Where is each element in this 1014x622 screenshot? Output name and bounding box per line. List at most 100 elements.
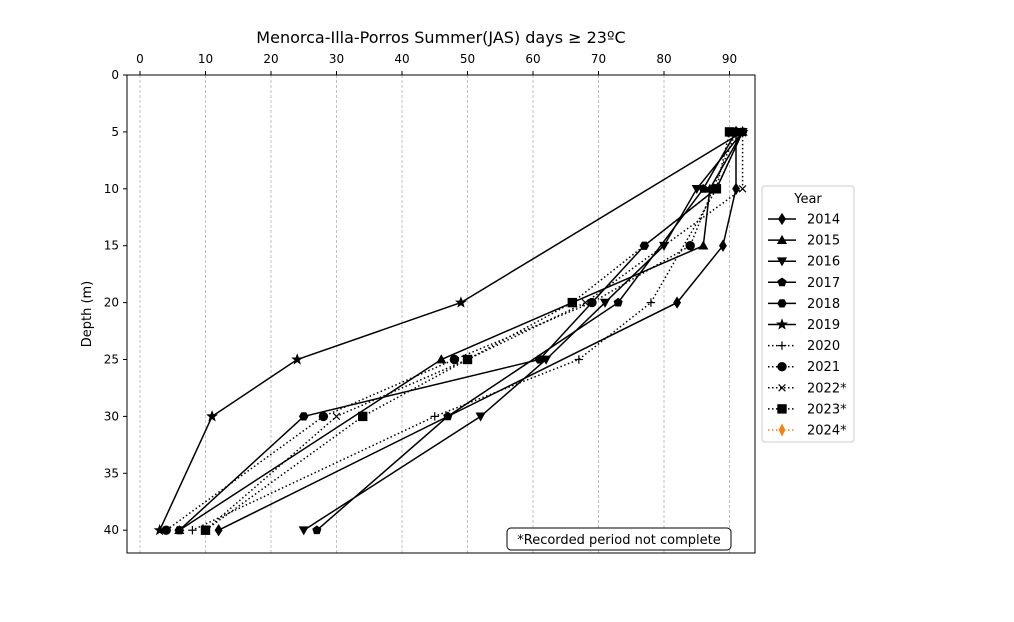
legend-item-2020: 2020 xyxy=(768,339,840,354)
legend-label-2016: 2016 xyxy=(807,255,840,270)
legend-marker-2022 xyxy=(778,384,786,392)
point-2014-2 xyxy=(718,239,727,252)
legend-label-2022: 2022* xyxy=(807,381,847,396)
point-2016-5 xyxy=(475,412,486,422)
legend-marker-2017 xyxy=(777,277,787,287)
point-2023-5 xyxy=(200,525,211,535)
legend-item-2021: 2021 xyxy=(768,360,840,375)
legend-label-2018: 2018 xyxy=(807,297,840,312)
point-2018-2 xyxy=(639,241,650,250)
point-2021-4 xyxy=(318,411,329,422)
x-tick-label-30: 30 xyxy=(329,52,344,66)
legend-marker-2020 xyxy=(777,341,787,350)
annotation-text: *Recorded period not complete xyxy=(517,533,721,548)
legend-marker-2021 xyxy=(777,362,787,372)
legend-item-2018: 2018 xyxy=(768,297,840,312)
point-2017-3 xyxy=(443,411,453,421)
point-2021-1 xyxy=(685,241,695,251)
x-tick-label-50: 50 xyxy=(460,52,475,66)
annotation-frame xyxy=(506,527,732,551)
chart-title: Menorca-Illa-Porros Summer(JAS) days ≥ 2… xyxy=(256,28,625,47)
point-2021-2 xyxy=(587,297,597,308)
plot-frame xyxy=(126,74,756,554)
legend-item-2019: 2019 xyxy=(768,318,840,333)
y-tick-label-35: 35 xyxy=(104,466,119,480)
x-tick-label-70: 70 xyxy=(591,52,606,66)
legend-item-2014: 2014 xyxy=(768,213,840,228)
x-tick-label-90: 90 xyxy=(722,52,737,66)
point-2018-3 xyxy=(534,355,545,364)
point-2014-4 xyxy=(214,524,223,537)
series-line-2020 xyxy=(192,131,744,531)
y-tick-label-5: 5 xyxy=(111,125,119,139)
point-2017-1 xyxy=(698,183,708,193)
legend-title: Year xyxy=(793,192,822,207)
point-2014-3 xyxy=(673,296,682,309)
legend-item-2015: 2015 xyxy=(768,234,840,249)
point-2015-2 xyxy=(698,240,709,250)
point-2017-4 xyxy=(312,525,322,535)
point-2018-5 xyxy=(174,526,185,535)
point-2022-2-b xyxy=(581,298,590,307)
series-line-2022 xyxy=(205,131,744,531)
legend-label-2019: 2019 xyxy=(807,318,840,333)
y-tick-label-25: 25 xyxy=(104,353,119,367)
x-tick-label-60: 60 xyxy=(525,52,540,66)
legend-marker-2015 xyxy=(776,234,788,244)
point-2020-2 xyxy=(646,298,656,307)
series-2023 xyxy=(200,127,735,535)
legend-marker-2016 xyxy=(776,257,788,267)
point-2016-6 xyxy=(298,526,309,536)
legend-frame xyxy=(761,185,855,443)
point-2023-1 xyxy=(711,184,722,194)
legend-marker-2018 xyxy=(777,299,787,308)
legend-label-2020: 2020 xyxy=(807,339,840,354)
point-2015-3 xyxy=(436,354,447,364)
y-tick-label-15: 15 xyxy=(104,239,119,253)
x-tick-label-20: 20 xyxy=(263,52,278,66)
point-2023-3 xyxy=(462,354,473,365)
point-2018-4 xyxy=(298,412,309,421)
legend-marker-2014 xyxy=(778,212,786,226)
point-2019-2 xyxy=(291,353,304,365)
x-tick-label-40: 40 xyxy=(394,52,409,66)
series-line-2021 xyxy=(165,131,737,531)
point-2016-3 xyxy=(600,298,611,308)
legend-label-2014: 2014 xyxy=(807,213,840,228)
legend-label-2024: 2024* xyxy=(807,424,847,439)
point-2023-0 xyxy=(724,127,735,137)
legend-items: 2014 2015 2016 2017 2018 2019 2020 2021 2022* 202… xyxy=(768,213,847,439)
legend-marker-2022-b xyxy=(778,384,786,392)
point-2019-3 xyxy=(206,410,219,422)
point-2023-2 xyxy=(567,297,577,308)
y-axis-ticks: 0 5 10 15 20 25 30 35 40 xyxy=(104,68,127,537)
legend-item-2016: 2016 xyxy=(768,255,840,270)
point-2022-4-b xyxy=(332,412,341,421)
point-2021-5 xyxy=(161,525,171,535)
legend-marker-2019 xyxy=(776,318,788,330)
legend-marker-2023 xyxy=(777,404,787,414)
y-tick-label-30: 30 xyxy=(104,409,119,423)
point-2022-2 xyxy=(581,298,590,307)
point-2022-1 xyxy=(738,185,747,193)
x-tick-label-80: 80 xyxy=(656,52,671,66)
y-tick-label-0: 0 xyxy=(111,68,119,82)
legend-item-2024: 2024* xyxy=(768,423,847,439)
point-2022-0 xyxy=(738,128,747,136)
x-axis-ticks: 0 10 20 30 40 50 60 70 80 90 xyxy=(136,52,737,75)
annotation-box: *Recorded period not complete xyxy=(506,527,732,551)
legend-label-2021: 2021 xyxy=(807,360,840,375)
x-tick-label-10: 10 xyxy=(198,52,213,66)
point-2019-1 xyxy=(454,296,467,308)
legend-marker-2024 xyxy=(778,423,786,437)
series-layer xyxy=(153,125,749,537)
point-2022-1-b xyxy=(738,185,747,193)
point-2017-2 xyxy=(613,297,623,307)
y-tick-label-10: 10 xyxy=(104,182,119,196)
point-2020-3 xyxy=(574,355,584,364)
point-2020-5 xyxy=(188,526,197,535)
point-2023-4 xyxy=(358,411,368,422)
legend-label-2023: 2023* xyxy=(807,402,847,417)
